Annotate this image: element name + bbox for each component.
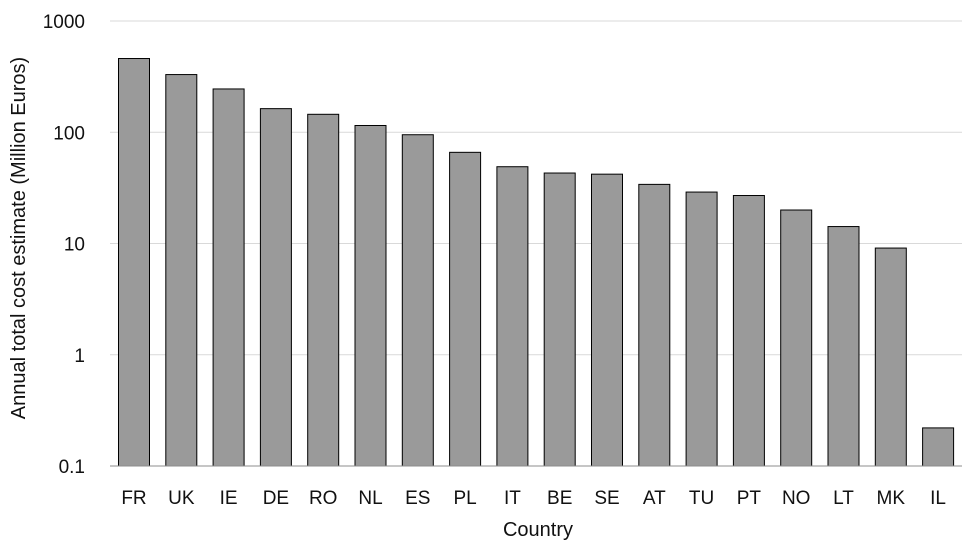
bar-at — [638, 183, 671, 467]
x-tick-label-mk: MK — [877, 488, 906, 509]
bar-mk — [874, 247, 907, 467]
bar-de — [259, 108, 292, 467]
bar-be — [543, 172, 576, 467]
bar-se — [591, 173, 623, 467]
x-tick-labels: FR UK IE DE RO NL ES PL IT BE SE AT TU PT NO LT MK IL — [121, 488, 946, 509]
x-axis-title: Country — [503, 519, 573, 540]
x-tick-label-lt: LT — [833, 488, 854, 509]
x-tick-label-pt: PT — [737, 488, 762, 509]
y-axis-title: Annual total cost estimate (Million Euro… — [8, 57, 30, 419]
bars — [118, 58, 955, 467]
y-tick-label: 1000 — [43, 12, 85, 33]
bar-fr — [118, 58, 150, 467]
x-tick-label-ro: RO — [309, 488, 338, 509]
bar-nl — [354, 124, 387, 467]
x-tick-label-it: IT — [504, 488, 521, 509]
bar-it — [496, 166, 529, 467]
bar-lt — [827, 226, 860, 467]
x-tick-label-uk: UK — [168, 488, 195, 509]
y-tick-label: 1 — [74, 346, 85, 367]
x-tick-label-be: BE — [547, 488, 572, 509]
bar-pl — [449, 151, 482, 467]
bar-uk — [165, 74, 198, 467]
x-tick-label-il: IL — [930, 488, 946, 509]
x-tick-label-pl: PL — [453, 488, 476, 509]
y-tick-labels: 0.1 1 10 100 1000 — [43, 12, 85, 478]
y-tick-label: 10 — [64, 235, 85, 256]
bar-pt — [732, 195, 765, 467]
bar-il — [922, 427, 955, 467]
x-tick-label-de: DE — [263, 488, 289, 509]
x-tick-label-es: ES — [405, 488, 430, 509]
gridlines — [110, 20, 962, 356]
bar-ro — [307, 113, 340, 467]
x-tick-label-tu: TU — [689, 488, 714, 509]
x-tick-label-at: AT — [643, 488, 666, 509]
x-tick-label-ie: IE — [220, 488, 238, 509]
bar-no — [780, 209, 813, 467]
bar-ie — [212, 88, 245, 467]
bar-tu — [685, 191, 718, 467]
x-tick-label-fr: FR — [121, 488, 146, 509]
y-tick-label: 100 — [53, 123, 85, 144]
x-tick-label-no: NO — [782, 488, 811, 509]
y-tick-label: 0.1 — [59, 457, 85, 478]
x-tick-label-nl: NL — [358, 488, 382, 509]
x-tick-label-se: SE — [594, 488, 619, 509]
bar-es — [401, 134, 434, 467]
